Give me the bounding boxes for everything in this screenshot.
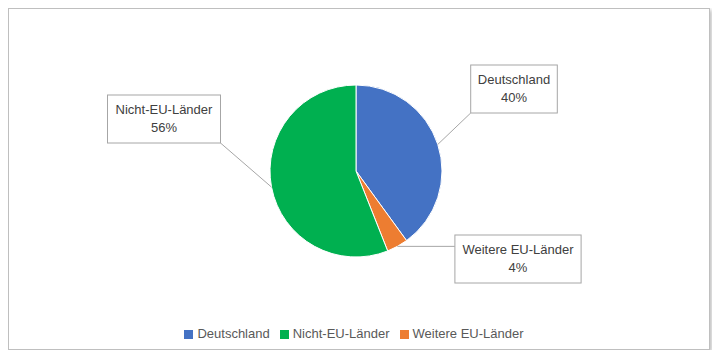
svg-text:4%: 4% xyxy=(509,260,528,275)
svg-text:Weitere EU-Länder: Weitere EU-Länder xyxy=(462,242,574,257)
html-text:Nicht-EU-Länder: Nicht-EU-Länder xyxy=(292,326,390,341)
svg-text:56%: 56% xyxy=(151,120,177,135)
html-text:Weitere EU-Länder: Weitere EU-Länder xyxy=(412,326,524,341)
html-text:Deutschland: Deutschland xyxy=(197,326,270,341)
svg-text:Deutschland: Deutschland xyxy=(478,72,550,87)
svg-text:40%: 40% xyxy=(501,90,527,105)
svg-text:Nicht-EU-Länder: Nicht-EU-Länder xyxy=(116,102,213,117)
